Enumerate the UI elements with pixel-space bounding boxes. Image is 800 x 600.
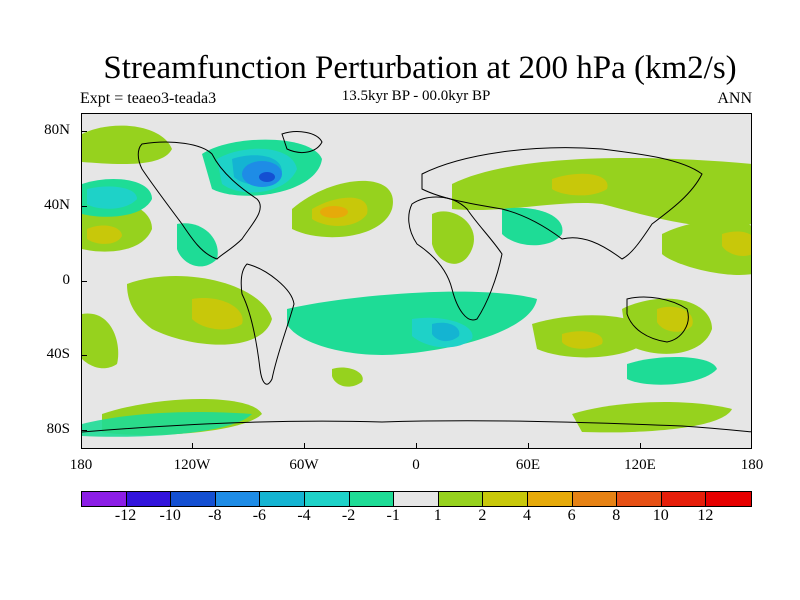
lon-label-60w: 60W [289,457,319,473]
lat-label-40s: 40S [46,346,70,362]
colorbar-swatch [572,492,618,506]
lat-tick [81,430,87,431]
map-title: Streamfunction Perturbation at 200 hPa (… [103,50,737,86]
lon-tick [416,443,417,449]
colorbar-label: -12 [114,507,137,524]
lon-tick [304,443,305,449]
map-panel [81,113,752,449]
colorbar-label: 6 [567,507,576,524]
colorbar-label: -10 [159,507,181,524]
colorbar-swatch [483,492,528,506]
colorbar-label: 1 [433,507,442,524]
colorbar-swatch [126,492,172,506]
colorbar-swatch [260,492,305,506]
colorbar-swatch [82,492,127,506]
lon-label-120w: 120W [173,457,211,473]
colorbar-swatch [304,492,350,506]
colorbar-swatch [171,492,216,506]
colorbar-label: 12 [697,507,714,524]
lon-tick [192,443,193,449]
lat-tick [81,355,87,356]
colorbar [81,491,752,507]
lat-tick [81,131,87,132]
colorbar-swatch [349,492,395,506]
lon-tick [528,443,529,449]
lat-tick [81,281,87,282]
colorbar-label: 2 [478,507,487,524]
colorbar-label: -8 [208,507,222,524]
colorbar-swatch [661,492,707,506]
lat-tick [81,206,87,207]
colorbar-swatch [706,492,751,506]
colorbar-swatch [527,492,573,506]
lat-label-80s: 80S [46,421,70,437]
colorbar-swatch [438,492,484,506]
colorbar-label: 8 [612,507,621,524]
lon-label-180w: 180 [69,457,93,473]
colorbar-swatch [394,492,439,506]
lon-label-120e: 120E [624,457,656,473]
contour-field [82,125,751,437]
colorbar-label: 10 [652,507,669,524]
colorbar-swatch [215,492,261,506]
experiment-label: Expt = teaeo3-teada3 [80,90,217,107]
colorbar-label: -4 [297,507,311,524]
colorbar-label: -1 [386,507,400,524]
lon-label-180e: 180 [740,457,764,473]
lon-tick [640,443,641,449]
period-label: 13.5kyr BP - 00.0kyr BP [341,88,491,104]
colorbar-label: -6 [252,507,267,524]
lon-label-60e: 60E [515,457,541,473]
colorbar-label: -2 [341,507,356,524]
colorbar-label: 4 [523,507,531,524]
season-label: ANN [717,90,752,107]
lat-label-40n: 40N [44,197,70,213]
colorbar-swatch [617,492,662,506]
lat-label-80n: 80N [44,122,70,138]
lat-label-0: 0 [62,272,71,288]
lon-label-0: 0 [412,457,420,473]
